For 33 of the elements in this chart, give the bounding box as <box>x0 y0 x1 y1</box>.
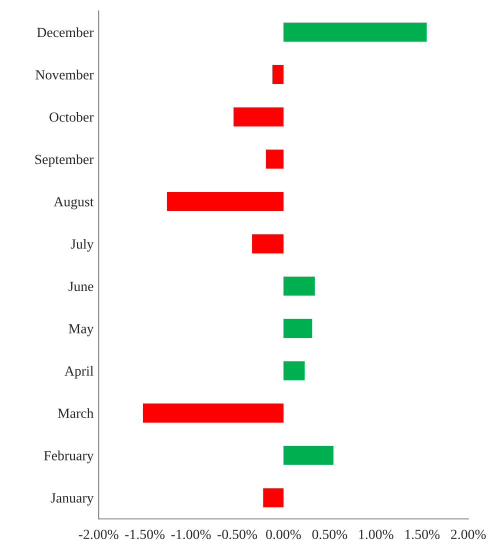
y-tick-label: March <box>58 408 94 418</box>
y-tick-label: May <box>68 324 94 336</box>
x-tick-label: -0.50% <box>218 530 258 540</box>
y-tick-label: February <box>44 450 94 464</box>
x-tick-label: -1.50% <box>125 530 165 540</box>
x-tick-label: 1.00% <box>359 530 394 540</box>
bar <box>283 276 315 296</box>
y-tick-label: January <box>50 493 94 506</box>
bar <box>266 150 284 169</box>
x-tick-label: 0.00% <box>266 530 301 540</box>
y-tick-label: June <box>68 282 94 292</box>
y-tick-label: April <box>64 366 94 379</box>
bar <box>167 192 284 211</box>
y-tick-label: August <box>54 197 94 210</box>
x-tick-label: 1.50% <box>405 530 440 540</box>
y-tick-label: November <box>36 70 94 80</box>
y-tick-label: December <box>37 27 94 38</box>
x-tick-label: -2.00% <box>78 530 118 540</box>
x-tick-label: 0.50% <box>312 530 348 540</box>
y-tick-label: October <box>50 112 94 122</box>
bar <box>234 107 284 126</box>
bar <box>283 318 312 338</box>
y-tick-label: July <box>70 238 94 252</box>
bar <box>283 446 334 465</box>
bar <box>283 361 305 380</box>
y-tick-label: September <box>35 154 94 167</box>
x-tick-label: -1.00% <box>171 530 211 540</box>
bar <box>272 65 284 84</box>
x-tick-label: 2.00% <box>451 530 486 540</box>
bar <box>263 488 284 508</box>
bar <box>252 234 284 254</box>
bar <box>283 22 427 42</box>
bar <box>142 404 284 423</box>
